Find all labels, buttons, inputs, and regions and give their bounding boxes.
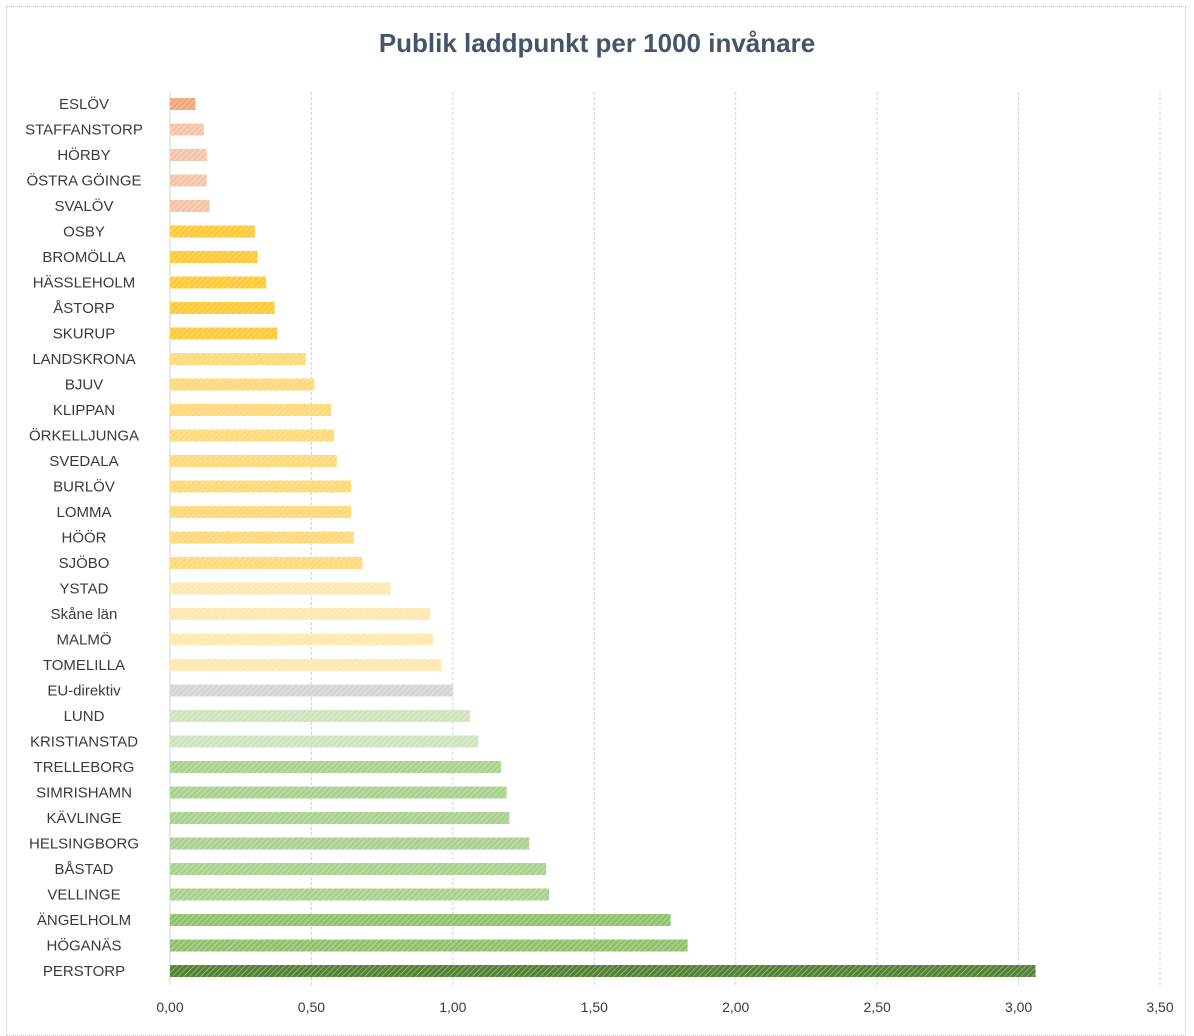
category-label: BÅSTAD <box>55 861 114 878</box>
bar-texture <box>170 200 210 212</box>
bar-texture <box>170 735 479 748</box>
bar-texture <box>170 684 453 697</box>
bar-texture <box>170 582 391 595</box>
category-label: ÖSTRA GÖINGE <box>26 172 141 190</box>
bar-texture <box>170 965 1036 977</box>
category-label: HÖRBY <box>57 146 110 164</box>
bar-texture <box>170 557 363 569</box>
bar-texture <box>170 837 530 850</box>
bar-texture <box>170 710 470 722</box>
category-label: KLIPPAN <box>53 402 115 419</box>
x-tick-label: 2,00 <box>722 999 749 1015</box>
bar-texture <box>170 353 306 365</box>
category-label: TRELLEBORG <box>34 759 135 776</box>
bar-texture <box>170 251 258 263</box>
bar-texture <box>170 659 442 671</box>
category-label: PERSTORP <box>43 963 125 980</box>
x-tick-label: 3,00 <box>1005 999 1032 1015</box>
category-label: SVEDALA <box>49 453 118 470</box>
x-tick-labels: 0,00 0,50 1,00 1,50 2,00 2,50 3,00 3,50 <box>156 999 1173 1015</box>
category-label: EU-direktiv <box>47 683 121 700</box>
bar-texture <box>170 939 688 952</box>
chart-title: Publik laddpunkt per 1000 invånare <box>378 28 816 58</box>
category-label: ÅSTORP <box>53 300 114 317</box>
bar-texture <box>170 812 510 824</box>
bar-texture <box>170 531 354 544</box>
category-label: HÖÖR <box>62 529 107 547</box>
category-label: LUND <box>64 708 105 725</box>
category-label: Skåne län <box>51 606 118 623</box>
bar-texture <box>170 608 431 620</box>
x-tick-label: 2,50 <box>864 999 891 1015</box>
category-label: BROMÖLLA <box>42 248 125 266</box>
bar-texture <box>170 429 335 442</box>
category-label: LANDSKRONA <box>32 351 135 368</box>
bar-texture <box>170 276 267 289</box>
category-label: BURLÖV <box>53 478 115 496</box>
bar-texture <box>170 225 255 238</box>
bar-texture <box>170 480 352 493</box>
category-label: TOMELILLA <box>43 657 125 674</box>
category-label: HÖGANÄS <box>46 937 121 955</box>
x-tick-label: 1,50 <box>581 999 608 1015</box>
bar-texture <box>170 633 434 646</box>
bar-texture <box>170 786 507 799</box>
category-label: KÄVLINGE <box>46 810 121 827</box>
bar-texture <box>170 149 207 161</box>
category-label: VELLINGE <box>47 887 120 904</box>
category-label: BJUV <box>65 377 103 394</box>
bar-texture <box>170 506 352 518</box>
category-label: OSBY <box>63 224 105 241</box>
category-label: KRISTIANSTAD <box>30 734 138 751</box>
bar-texture <box>170 455 337 467</box>
x-tick-label: 3,50 <box>1146 999 1173 1015</box>
category-label: SKURUP <box>53 326 116 343</box>
category-label: ÖRKELLJUNGA <box>29 427 139 445</box>
bar-texture <box>170 888 550 901</box>
bar-texture <box>170 327 278 340</box>
bars <box>170 98 1036 977</box>
category-label: MALMÖ <box>56 631 111 649</box>
bar-texture <box>170 404 332 416</box>
bar-texture <box>170 863 547 875</box>
bar-texture <box>170 302 275 314</box>
category-label: LOMMA <box>56 504 111 521</box>
category-label: STAFFANSTORP <box>25 122 143 139</box>
bar-texture <box>170 761 501 773</box>
category-label: YSTAD <box>60 581 109 598</box>
bar-texture <box>170 98 196 110</box>
category-label: HÄSSLEHOLM <box>33 275 136 292</box>
x-tick-label: 0,50 <box>298 999 325 1015</box>
category-label: HELSINGBORG <box>29 836 139 853</box>
bar-texture <box>170 914 671 926</box>
bar-texture <box>170 174 207 187</box>
category-label: ÄNGELHOLM <box>37 912 131 929</box>
category-label: SJÖBO <box>59 554 110 572</box>
category-labels: ESLÖV STAFFANSTORP HÖRBY ÖSTRA GÖINGE SVALÖV… <box>25 95 143 980</box>
x-tick-label: 0,00 <box>156 999 183 1015</box>
bar-texture <box>170 123 204 136</box>
category-label: SIMRISHAMN <box>36 785 132 802</box>
bar-texture <box>170 378 315 391</box>
x-tick-label: 1,00 <box>439 999 466 1015</box>
category-label: SVALÖV <box>55 197 114 215</box>
category-label: ESLÖV <box>59 95 109 113</box>
